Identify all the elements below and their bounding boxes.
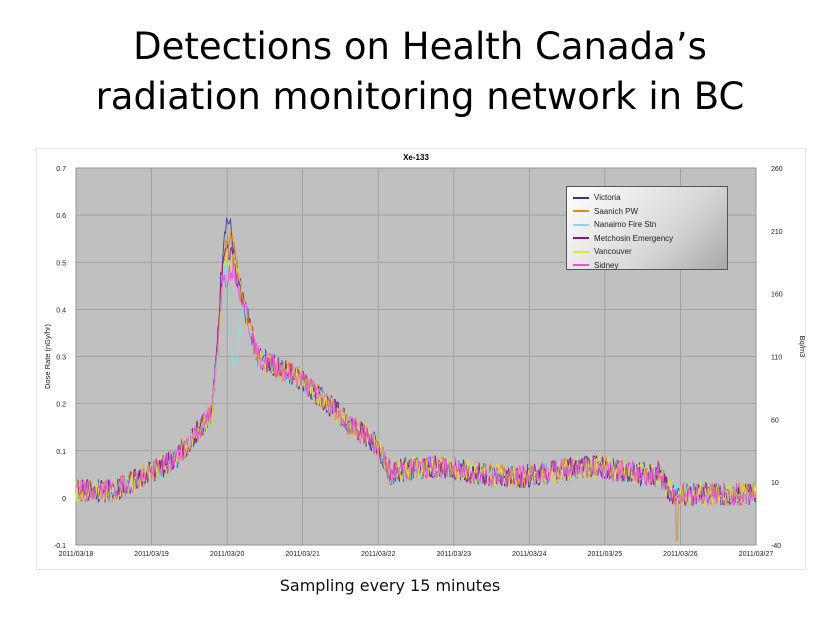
y-axis-label: Dose Rate (nGy/hr) bbox=[43, 323, 52, 389]
legend-item: Nanaimo Fire Stn bbox=[571, 218, 723, 232]
legend-item: Vancouver bbox=[571, 245, 723, 259]
legend-item: Saanich PW bbox=[571, 205, 723, 219]
y2-tick-label: 210 bbox=[771, 229, 783, 236]
x-tick-label: 2011/03/23 bbox=[437, 551, 472, 558]
legend-swatch bbox=[573, 223, 589, 226]
y-tick-label: 0.5 bbox=[56, 260, 66, 267]
series-line-sidney bbox=[75, 256, 757, 508]
y2-tick-label: 260 bbox=[771, 166, 783, 173]
y2-tick-label: 160 bbox=[771, 292, 783, 299]
x-tick-label: 2011/03/18 bbox=[59, 551, 94, 558]
y-tick-label: 0.3 bbox=[56, 355, 66, 362]
legend-swatch bbox=[573, 210, 589, 213]
legend-item: Sidney bbox=[571, 259, 723, 273]
x-tick-label: 2011/03/20 bbox=[210, 551, 245, 558]
x-tick-label: 2011/03/26 bbox=[663, 551, 698, 558]
x-tick-label: 2011/03/22 bbox=[361, 551, 396, 558]
y-tick-label: 0.6 bbox=[56, 213, 66, 220]
chart-frame: Xe-133 -0.1 0 0.1 0.2 0.3 0.4 0.5 0.6 0.7 -40 10 60 1… bbox=[36, 148, 806, 570]
y-tick-label: 0.7 bbox=[56, 166, 66, 173]
legend-label: Victoria bbox=[594, 193, 621, 203]
caption: Sampling every 15 minutes bbox=[279, 576, 501, 595]
y-tick-label: 0.2 bbox=[56, 402, 66, 409]
title-line-1: Detections on Health Canada’s bbox=[133, 25, 707, 68]
legend-item: Metchosin Emergency bbox=[571, 232, 723, 246]
slide-title: Detections on Health Canada’s radiation … bbox=[0, 22, 840, 122]
chart-legend: Victoria Saanich PW Nanaimo Fire Stn Metcho… bbox=[566, 186, 728, 270]
x-tick-label: 2011/03/19 bbox=[134, 551, 169, 558]
y2-tick-label: 60 bbox=[771, 417, 779, 424]
legend-label: Vancouver bbox=[594, 247, 632, 257]
y2-tick-label: 110 bbox=[771, 355, 782, 362]
legend-label: Nanaimo Fire Stn bbox=[594, 220, 657, 230]
y2-tick-label: -40 bbox=[771, 543, 781, 550]
y-tick-label: 0.1 bbox=[56, 449, 66, 456]
legend-label: Saanich PW bbox=[594, 206, 639, 216]
legend-swatch bbox=[573, 237, 589, 240]
legend-swatch bbox=[573, 250, 589, 253]
y-tick-label: 0.4 bbox=[56, 307, 66, 314]
legend-label: Metchosin Emergency bbox=[594, 233, 674, 243]
y-tick-label: 0 bbox=[62, 496, 66, 503]
x-tick-label: 2011/03/24 bbox=[512, 551, 547, 558]
y2-axis-label: Bq/m3 bbox=[798, 336, 806, 358]
legend-label: Sidney bbox=[594, 260, 619, 270]
x-tick-label: 2011/03/25 bbox=[588, 551, 623, 558]
legend-item: Victoria bbox=[571, 191, 723, 205]
x-tick-label: 2011/03/27 bbox=[739, 551, 774, 558]
title-line-2: radiation monitoring network in BC bbox=[95, 75, 745, 118]
legend-swatch bbox=[573, 264, 589, 267]
y-tick-label: -0.1 bbox=[54, 543, 66, 550]
y2-tick-label: 10 bbox=[771, 480, 779, 487]
x-tick-label: 2011/03/21 bbox=[285, 551, 320, 558]
chart-title: Xe-133 bbox=[403, 153, 429, 162]
legend-swatch bbox=[573, 196, 589, 199]
